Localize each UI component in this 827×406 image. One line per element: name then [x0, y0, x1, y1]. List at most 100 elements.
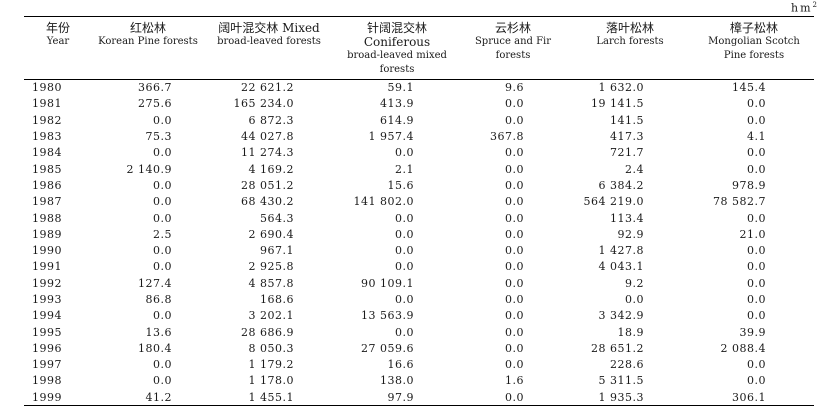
- cell-korean-pine: 0.0: [153, 113, 172, 127]
- cell-coniferous-broadleaved: 0.0: [395, 244, 414, 258]
- cell-mixed-broadleaved: 165 234.0: [233, 97, 294, 111]
- cell-scotch-pine: 0.0: [747, 374, 766, 388]
- cell-larch: 92.9: [617, 227, 644, 241]
- table-row: 1996 180.4 8 050.3 27 059.6 0.0 28 651.2 2 088…: [24, 340, 814, 356]
- table-row: 1986 0.0 28 051.2 15.6 0.0 6 384.2 978.9: [24, 177, 814, 193]
- cell-scotch-pine: 4.1: [747, 130, 766, 144]
- cell-coniferous-broadleaved: 0.0: [395, 325, 414, 339]
- cell-larch: 3 342.9: [598, 309, 644, 323]
- cell-korean-pine: 0.0: [153, 260, 172, 274]
- cell-spruce-fir: 0.0: [505, 390, 524, 404]
- cell-larch: 141.5: [610, 113, 644, 127]
- cell-korean-pine: 0.0: [153, 358, 172, 372]
- table-row: 1999 41.2 1 455.1 97.9 0.0 1 935.3 306.1: [24, 389, 814, 406]
- cell-mixed-broadleaved: 6 872.3: [248, 113, 294, 127]
- header-scotch-pine: 樟子松林 Mongolian Scotch Pine forests: [708, 21, 800, 61]
- cell-year: 1980: [32, 81, 62, 95]
- cell-larch: 1 935.3: [598, 390, 644, 404]
- cell-spruce-fir: 0.0: [505, 162, 524, 176]
- cell-spruce-fir: 0.0: [505, 358, 524, 372]
- cell-larch: 1 427.8: [598, 244, 644, 258]
- cell-coniferous-broadleaved: 0.0: [395, 260, 414, 274]
- cell-coniferous-broadleaved: 1 957.4: [368, 130, 414, 144]
- cell-year: 1995: [32, 325, 62, 339]
- cell-larch: 0.0: [625, 293, 644, 306]
- table-row: 1984 0.0 11 274.3 0.0 0.0 721.7 0.0: [24, 145, 814, 161]
- cell-coniferous-broadleaved: 0.0: [395, 293, 414, 306]
- cell-year: 1996: [32, 341, 62, 355]
- cell-spruce-fir: 0.0: [505, 325, 524, 339]
- cell-year: 1985: [32, 162, 62, 176]
- cell-korean-pine: 0.0: [153, 195, 172, 209]
- cell-scotch-pine: 306.1: [732, 390, 766, 404]
- forest-area-table: 年份 Year 红松林 Korean Pine forests 阔叶混交林 Mixe…: [24, 16, 814, 406]
- cell-spruce-fir: 0.0: [505, 146, 524, 160]
- cell-spruce-fir: 9.6: [505, 81, 524, 95]
- cell-spruce-fir: 0.0: [505, 244, 524, 258]
- cell-korean-pine: 2 140.9: [126, 162, 172, 176]
- cell-spruce-fir: 1.6: [505, 374, 524, 388]
- cell-mixed-broadleaved: 2 925.8: [248, 260, 294, 274]
- cell-korean-pine: 275.6: [138, 97, 172, 111]
- cell-spruce-fir: 0.0: [505, 195, 524, 209]
- table-row: 1990 0.0 967.1 0.0 0.0 1 427.8 0.0: [24, 242, 814, 258]
- cell-korean-pine: 0.0: [153, 178, 172, 192]
- cell-year: 1989: [32, 227, 62, 241]
- cell-larch: 18.9: [617, 325, 644, 339]
- header-coniferous-broadleaved: 针阔混交林 Coniferous broad-leaved mixed fores…: [347, 21, 447, 75]
- cell-mixed-broadleaved: 28 686.9: [241, 325, 294, 339]
- cell-coniferous-broadleaved: 90 109.1: [361, 276, 414, 290]
- cell-spruce-fir: 0.0: [505, 97, 524, 111]
- cell-coniferous-broadleaved: 141 802.0: [353, 195, 414, 209]
- cell-mixed-broadleaved: 3 202.1: [248, 309, 294, 323]
- cell-larch: 2.4: [625, 162, 644, 176]
- table-row: 1994 0.0 3 202.1 13 563.9 0.0 3 342.9 0.0: [24, 308, 814, 324]
- cell-year: 1981: [32, 97, 62, 111]
- cell-larch: 228.6: [610, 358, 644, 372]
- table-header-row: 年份 Year 红松林 Korean Pine forests 阔叶混交林 Mixe…: [24, 16, 814, 80]
- cell-korean-pine: 127.4: [138, 276, 172, 290]
- cell-scotch-pine: 78 582.7: [713, 195, 766, 209]
- table-row: 1981 275.6 165 234.0 413.9 0.0 19 141.5 0.0: [24, 96, 814, 112]
- cell-korean-pine: 180.4: [138, 341, 172, 355]
- header-larch: 落叶松林 Larch forests: [596, 21, 664, 47]
- cell-year: 1997: [32, 358, 62, 372]
- cell-korean-pine: 0.0: [153, 146, 172, 160]
- cell-spruce-fir: 0.0: [505, 309, 524, 323]
- cell-year: 1990: [32, 244, 62, 258]
- cell-spruce-fir: 0.0: [505, 341, 524, 355]
- cell-scotch-pine: 0.0: [747, 162, 766, 176]
- table-row: 1988 0.0 564.3 0.0 0.0 113.4 0.0: [24, 210, 814, 226]
- cell-coniferous-broadleaved: 614.9: [380, 113, 414, 127]
- cell-larch: 417.3: [610, 130, 644, 144]
- cell-year: 1999: [32, 390, 62, 404]
- cell-year: 1986: [32, 178, 62, 192]
- cell-scotch-pine: 0.0: [747, 97, 766, 111]
- table-row: 1980 366.7 22 621.2 59.1 9.6 1 632.0 145.4: [24, 80, 814, 96]
- cell-scotch-pine: 978.9: [732, 178, 766, 192]
- cell-year: 1982: [32, 113, 62, 127]
- cell-larch: 1 632.0: [598, 81, 644, 95]
- cell-mixed-broadleaved: 8 050.3: [248, 341, 294, 355]
- cell-coniferous-broadleaved: 13 563.9: [361, 309, 414, 323]
- cell-year: 1992: [32, 276, 62, 290]
- cell-mixed-broadleaved: 44 027.8: [241, 130, 294, 144]
- cell-year: 1998: [32, 374, 62, 388]
- table-body: 1980 366.7 22 621.2 59.1 9.6 1 632.0 145.4 1981…: [24, 80, 814, 406]
- cell-mixed-broadleaved: 1 455.1: [248, 390, 294, 404]
- cell-scotch-pine: 0.0: [747, 113, 766, 127]
- cell-year: 1984: [32, 146, 62, 160]
- cell-mixed-broadleaved: 4 857.8: [248, 276, 294, 290]
- cell-scotch-pine: 145.4: [732, 81, 766, 95]
- cell-spruce-fir: 0.0: [505, 211, 524, 225]
- cell-spruce-fir: 0.0: [505, 178, 524, 192]
- cell-korean-pine: 86.8: [145, 293, 172, 306]
- cell-year: 1987: [32, 195, 62, 209]
- header-year: 年份 Year: [45, 21, 70, 47]
- header-spruce-fir: 云杉林 Spruce and Fir forests: [474, 21, 552, 61]
- cell-larch: 28 651.2: [591, 341, 644, 355]
- cell-year: 1988: [32, 211, 62, 225]
- cell-scotch-pine: 0.0: [747, 260, 766, 274]
- cell-larch: 564 219.0: [583, 195, 644, 209]
- table-row: 1993 86.8 168.6 0.0 0.0 0.0 0.0: [24, 291, 814, 307]
